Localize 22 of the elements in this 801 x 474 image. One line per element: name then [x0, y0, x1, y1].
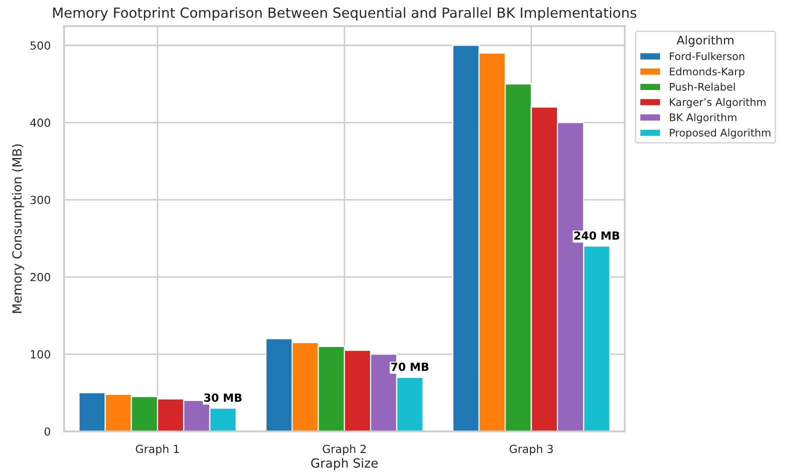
y-tick-label: 200: [30, 272, 50, 282]
y-tick-label: 500: [30, 41, 50, 50]
data-label: 30 MB: [204, 393, 242, 402]
data-label: 240 MB: [574, 231, 620, 240]
x-axis-title: Graph Size: [311, 458, 378, 470]
data-label: 70 MB: [391, 362, 428, 371]
chart-title: Memory Footprint Comparison Between Sequential and Parallel BK Implementations: [53, 7, 636, 21]
x-tick-label: Graph 3: [510, 444, 553, 456]
legend-label: Proposed Algorithm: [670, 128, 770, 139]
legend-label: BK Algorithm: [670, 113, 736, 124]
y-tick-label: 100: [30, 350, 50, 359]
x-tick-label: Graph 1: [136, 444, 179, 456]
legend-label: Edmonds-Karp: [670, 67, 744, 78]
legend-label: Karger’s Algorithm: [670, 98, 766, 108]
x-tick-label: Graph 2: [322, 444, 366, 456]
y-tick-label: 400: [30, 118, 50, 127]
legend-title: Algorithm: [676, 35, 734, 47]
y-tick-label: 300: [30, 196, 50, 204]
legend-label: Push-Relabel: [670, 82, 735, 91]
y-axis-title: Memory Consumption (MB): [12, 144, 24, 313]
y-tick-label: 0: [44, 427, 50, 436]
legend-label: Ford-Fulkerson: [670, 52, 744, 60]
